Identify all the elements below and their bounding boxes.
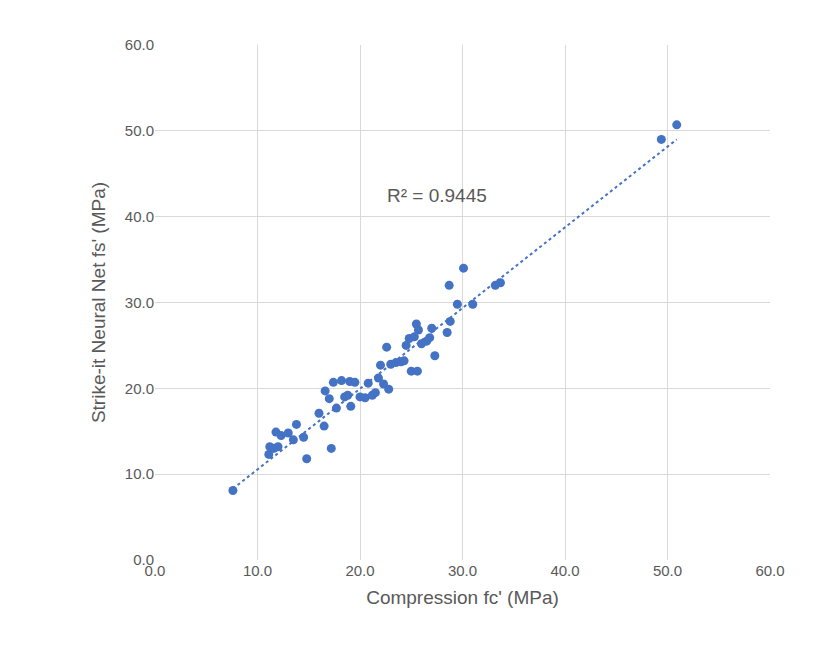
svg-text:10.0: 10.0 [125,465,154,482]
svg-text:30.0: 30.0 [125,294,154,311]
svg-text:Compression fc' (MPa): Compression fc' (MPa) [366,587,559,608]
svg-text:20.0: 20.0 [345,562,374,579]
svg-text:10.0: 10.0 [243,562,272,579]
svg-text:60.0: 60.0 [125,36,154,53]
svg-text:Strike-it Neural Net fs' (MPa): Strike-it Neural Net fs' (MPa) [88,182,109,423]
svg-text:R² = 0.9445: R² = 0.9445 [387,185,487,206]
svg-text:0.0: 0.0 [145,562,166,579]
svg-text:50.0: 50.0 [653,562,682,579]
svg-text:40.0: 40.0 [550,562,579,579]
svg-text:50.0: 50.0 [125,122,154,139]
svg-text:60.0: 60.0 [755,562,784,579]
svg-text:40.0: 40.0 [125,208,154,225]
svg-text:20.0: 20.0 [125,380,154,397]
svg-text:0.0: 0.0 [133,551,154,568]
svg-text:30.0: 30.0 [448,562,477,579]
